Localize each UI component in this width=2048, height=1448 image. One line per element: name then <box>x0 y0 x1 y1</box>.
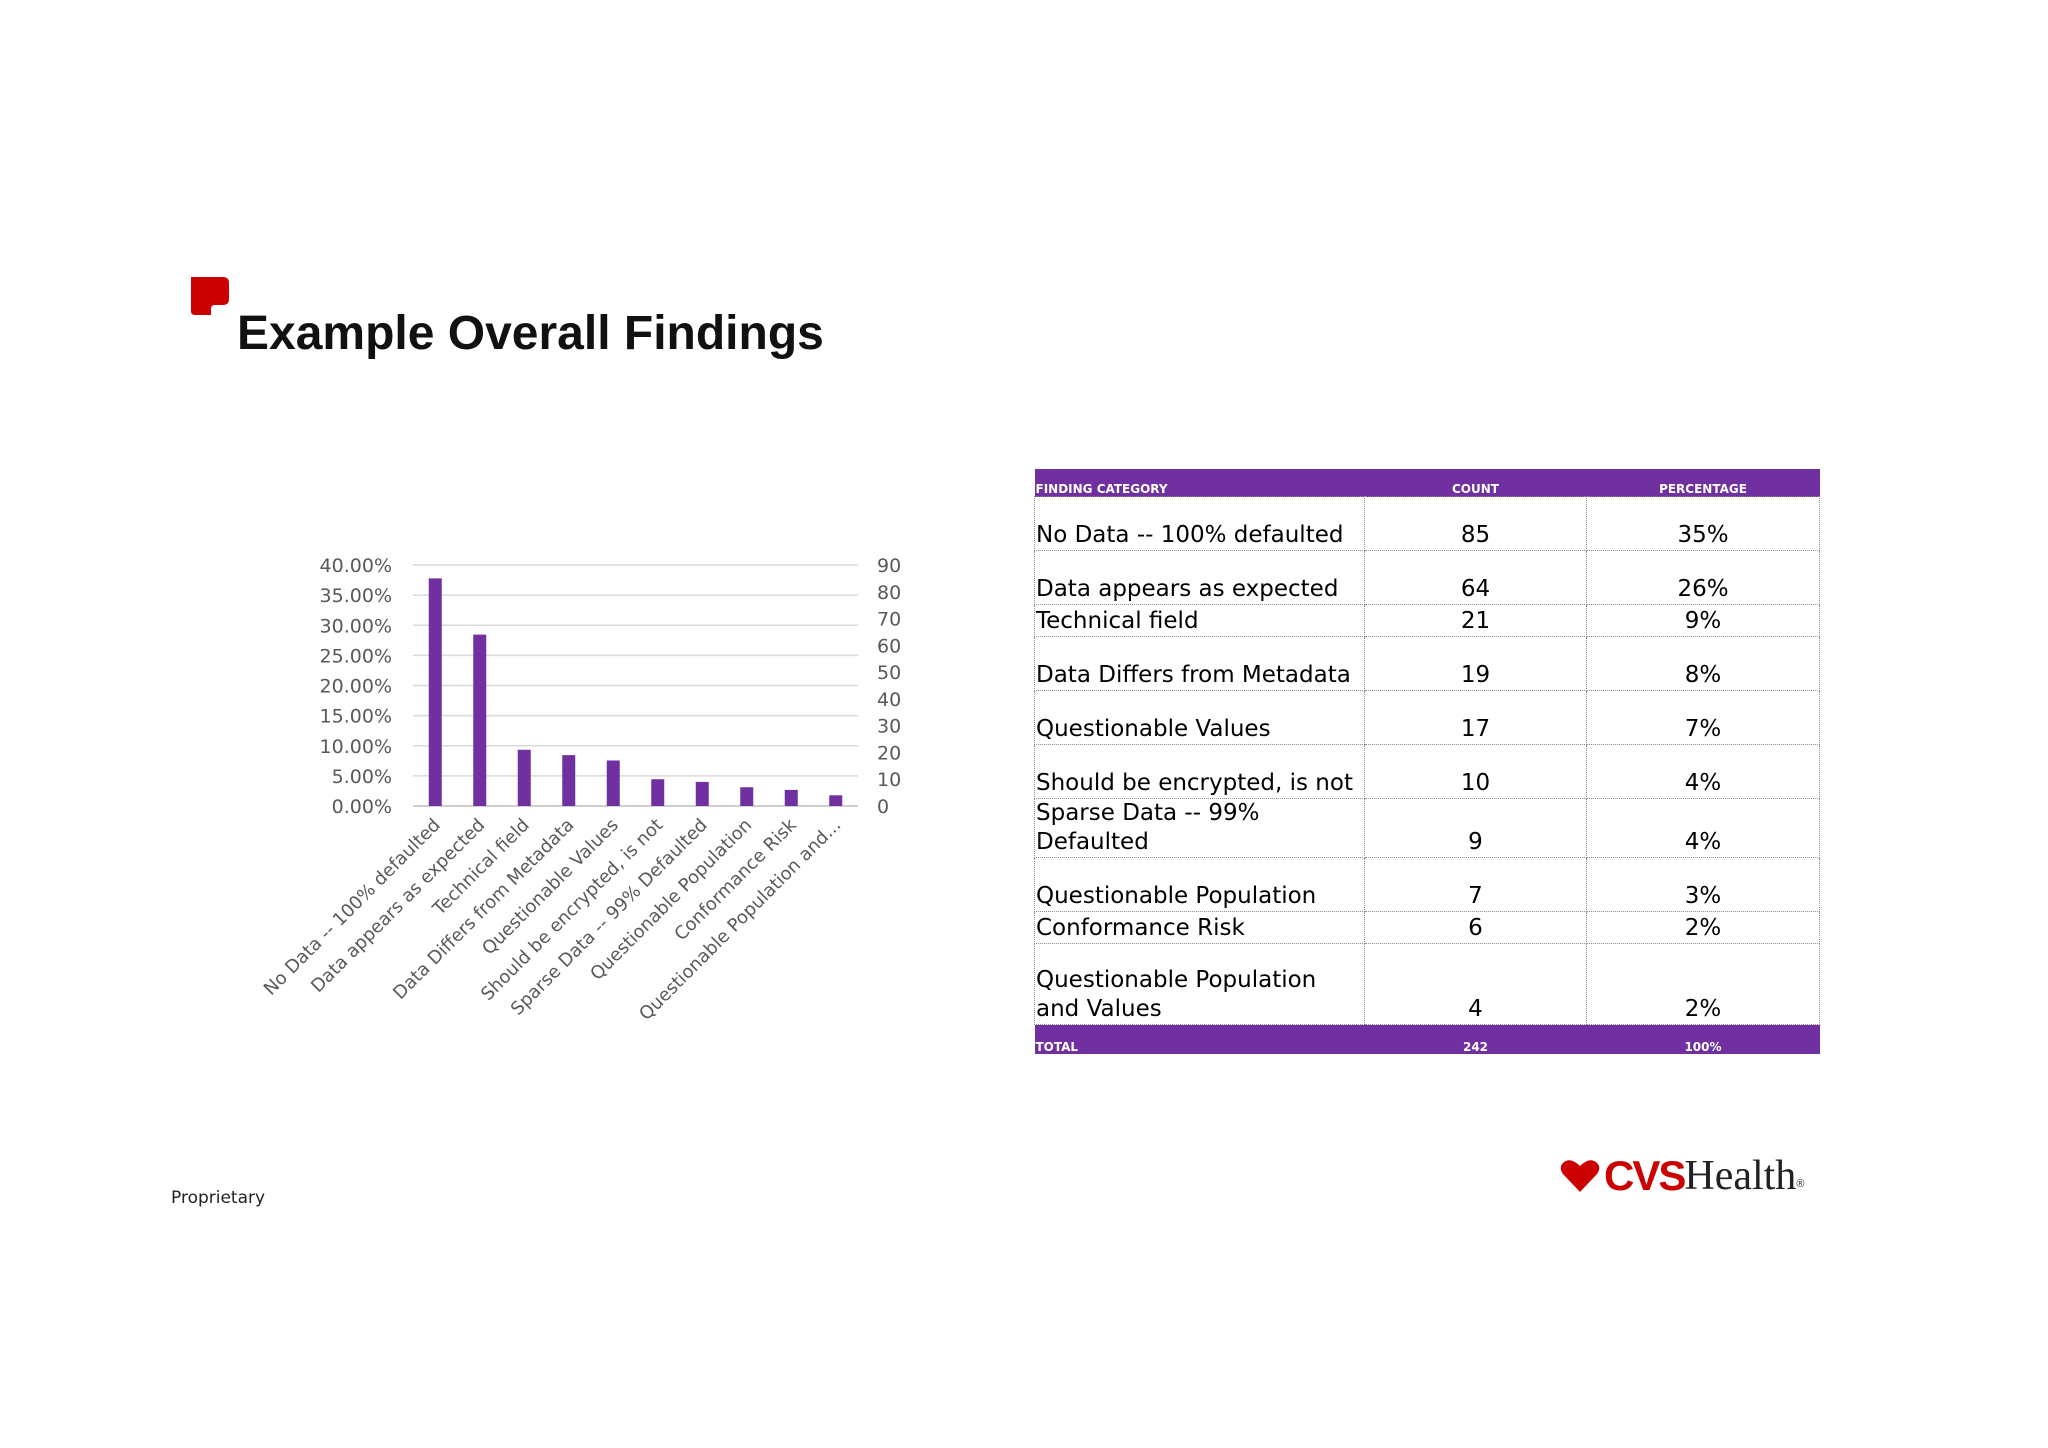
left-tick-label: 25.00% <box>320 645 392 667</box>
row-percentage: 7% <box>1586 690 1820 745</box>
table-row: No Data -- 100% defaulted 85 35% <box>1034 496 1820 551</box>
left-tick-label: 0.00% <box>332 796 392 818</box>
row-category: Data Differs from Metadata <box>1034 636 1365 691</box>
right-tick-label: 50 <box>877 662 901 684</box>
left-tick-label: 15.00% <box>320 706 392 728</box>
row-count: 6 <box>1364 911 1587 944</box>
total-percentage: 100% <box>1586 1024 1820 1054</box>
accent-mark-icon <box>191 277 229 315</box>
chart-bar <box>651 779 665 806</box>
cvs-health-logo: CVS Health ® <box>1560 1152 1804 1200</box>
row-count: 85 <box>1364 496 1587 551</box>
chart-bar <box>473 634 487 806</box>
chart-bar <box>562 755 576 806</box>
chart-bars <box>428 578 843 806</box>
row-count: 4 <box>1364 943 1587 1025</box>
chart-bar <box>428 578 442 806</box>
table-row: Data Differs from Metadata 19 8% <box>1034 636 1820 691</box>
chart-gridlines <box>413 564 858 807</box>
table-row: Data appears as expected 64 26% <box>1034 550 1820 605</box>
total-count: 242 <box>1364 1024 1587 1054</box>
row-count: 7 <box>1364 857 1587 912</box>
right-tick-label: 70 <box>877 609 901 631</box>
page-title: Example Overall Findings <box>237 307 824 360</box>
right-tick-label: 80 <box>877 582 901 604</box>
row-percentage: 4% <box>1586 744 1820 799</box>
chart-bar <box>517 749 531 806</box>
row-category: Questionable Values <box>1034 690 1365 745</box>
row-percentage: 35% <box>1586 496 1820 551</box>
right-tick-label: 30 <box>877 716 901 738</box>
right-tick-label: 60 <box>877 635 901 657</box>
row-percentage: 2% <box>1586 911 1820 944</box>
row-count: 17 <box>1364 690 1587 745</box>
logo-wordmark-regular: Health <box>1684 1153 1797 1199</box>
left-tick-label: 35.00% <box>320 585 392 607</box>
chart-bar <box>829 795 843 806</box>
row-count: 9 <box>1364 798 1587 858</box>
row-category: No Data -- 100% defaulted <box>1034 496 1365 551</box>
right-tick-label: 40 <box>877 689 901 711</box>
logo-wordmark-bold: CVS <box>1604 1152 1686 1199</box>
right-tick-label: 10 <box>877 769 901 791</box>
row-count: 64 <box>1364 550 1587 605</box>
header-percentage: PERCENTAGE <box>1586 469 1820 497</box>
left-tick-label: 10.00% <box>320 736 392 758</box>
table-row: Should be encrypted, is not 10 4% <box>1034 744 1820 799</box>
table-row: Questionable Values 17 7% <box>1034 690 1820 745</box>
right-tick-label: 0 <box>877 796 889 818</box>
category-label: Data appears as expected <box>307 815 489 997</box>
left-tick-label: 20.00% <box>320 676 392 698</box>
row-percentage: 9% <box>1586 604 1820 637</box>
row-category: Should be encrypted, is not <box>1034 744 1365 799</box>
chart-bar <box>695 781 709 806</box>
row-percentage: 4% <box>1586 798 1820 858</box>
right-tick-label: 20 <box>877 742 901 764</box>
row-category: Conformance Risk <box>1034 911 1365 944</box>
row-count: 10 <box>1364 744 1587 799</box>
left-tick-label: 5.00% <box>332 766 392 788</box>
table-row: Questionable Population and Values 4 2% <box>1034 943 1820 1025</box>
table-total-row: TOTAL 242 100% <box>1034 1024 1820 1054</box>
row-category: Data appears as expected <box>1034 550 1365 605</box>
row-percentage: 2% <box>1586 943 1820 1025</box>
proprietary-note: Proprietary <box>171 1188 266 1208</box>
chart-left-axis: 0.00% 5.00% 10.00% 15.00% 20.00% 25.00% 30.00%… <box>320 555 392 818</box>
heart-icon <box>1560 1160 1600 1192</box>
header-count: COUNT <box>1364 469 1587 497</box>
left-tick-label: 30.00% <box>320 615 392 637</box>
row-category: Sparse Data -- 99% Defaulted <box>1034 798 1365 858</box>
header-finding-category: FINDING CATEGORY <box>1034 469 1365 497</box>
row-count: 21 <box>1364 604 1587 637</box>
table-row: Sparse Data -- 99% Defaulted 9 4% <box>1034 798 1820 858</box>
row-count: 19 <box>1364 636 1587 691</box>
table-row: Conformance Risk 6 2% <box>1034 911 1820 944</box>
left-tick-label: 40.00% <box>320 555 392 577</box>
row-percentage: 26% <box>1586 550 1820 605</box>
logo-registered-mark: ® <box>1796 1178 1805 1190</box>
right-tick-label: 90 <box>877 555 901 577</box>
chart-bar <box>784 789 798 806</box>
row-category: Technical field <box>1034 604 1365 637</box>
table-row: Questionable Population 7 3% <box>1034 857 1820 912</box>
row-percentage: 3% <box>1586 857 1820 912</box>
row-category: Questionable Population <box>1034 857 1365 912</box>
total-label: TOTAL <box>1034 1024 1365 1054</box>
chart-right-axis: 0 10 20 30 40 50 60 70 80 90 <box>877 555 901 818</box>
table-row: Technical field 21 9% <box>1034 604 1820 637</box>
table-header-row: FINDING CATEGORY COUNT PERCENTAGE <box>1034 469 1820 497</box>
findings-table: FINDING CATEGORY COUNT PERCENTAGE No Dat… <box>1034 469 1820 1054</box>
row-percentage: 8% <box>1586 636 1820 691</box>
row-category: Questionable Population and Values <box>1034 943 1365 1025</box>
chart-bar <box>740 787 754 806</box>
chart-bar <box>606 760 620 806</box>
